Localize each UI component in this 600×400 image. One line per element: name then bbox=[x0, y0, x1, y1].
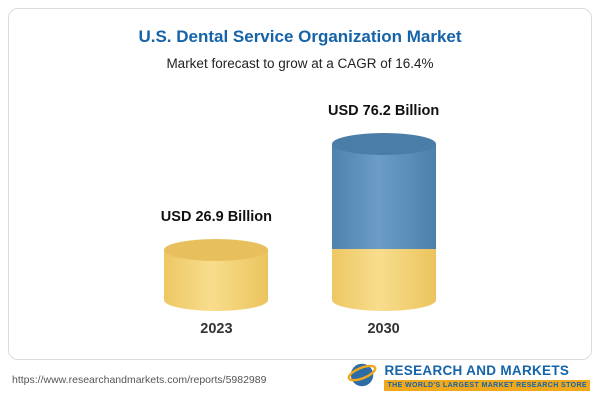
research-and-markets-logo: RESEARCH AND MARKETS THE WORLD'S LARGEST… bbox=[347, 359, 590, 394]
bar-value-label-2023: USD 26.9 Billion bbox=[160, 209, 272, 225]
category-label-2023: 2023 bbox=[200, 321, 233, 337]
chart-subtitle: Market forecast to grow at a CAGR of 16.… bbox=[166, 56, 434, 71]
logo-name: RESEARCH AND MARKETS bbox=[384, 362, 570, 378]
cylinder-bar-2030 bbox=[331, 133, 436, 311]
report-url: https://www.researchandmarkets.com/repor… bbox=[12, 374, 267, 386]
bar-value-label-2030: USD 76.2 Billion bbox=[328, 103, 440, 119]
bar-group-2023: USD 26.9 Billion 2023 bbox=[161, 209, 272, 337]
globe-icon bbox=[347, 359, 377, 394]
chart-title: U.S. Dental Service Organization Market bbox=[138, 27, 462, 46]
cylinder-2030-gold-base-segment bbox=[331, 249, 436, 311]
logo-tagline: THE WORLD'S LARGEST MARKET RESEARCH STOR… bbox=[384, 379, 590, 391]
bar-group-2030: USD 76.2 Billion 2030 bbox=[328, 103, 439, 337]
cylinder-2030-top-ellipse bbox=[331, 133, 436, 155]
cylinder-2023-top-ellipse bbox=[164, 239, 269, 261]
footer: https://www.researchandmarkets.com/repor… bbox=[12, 359, 590, 394]
logo-text-block: RESEARCH AND MARKETS THE WORLD'S LARGEST… bbox=[384, 363, 590, 391]
cylinder-bar-2023 bbox=[164, 239, 269, 311]
category-label-2030: 2030 bbox=[367, 321, 400, 337]
chart-area: USD 26.9 Billion 2023 USD 76.2 Billion 2… bbox=[9, 103, 591, 337]
chart-card: U.S. Dental Service Organization Market … bbox=[8, 8, 592, 360]
cylinder-2030-blue-segment bbox=[331, 144, 436, 249]
